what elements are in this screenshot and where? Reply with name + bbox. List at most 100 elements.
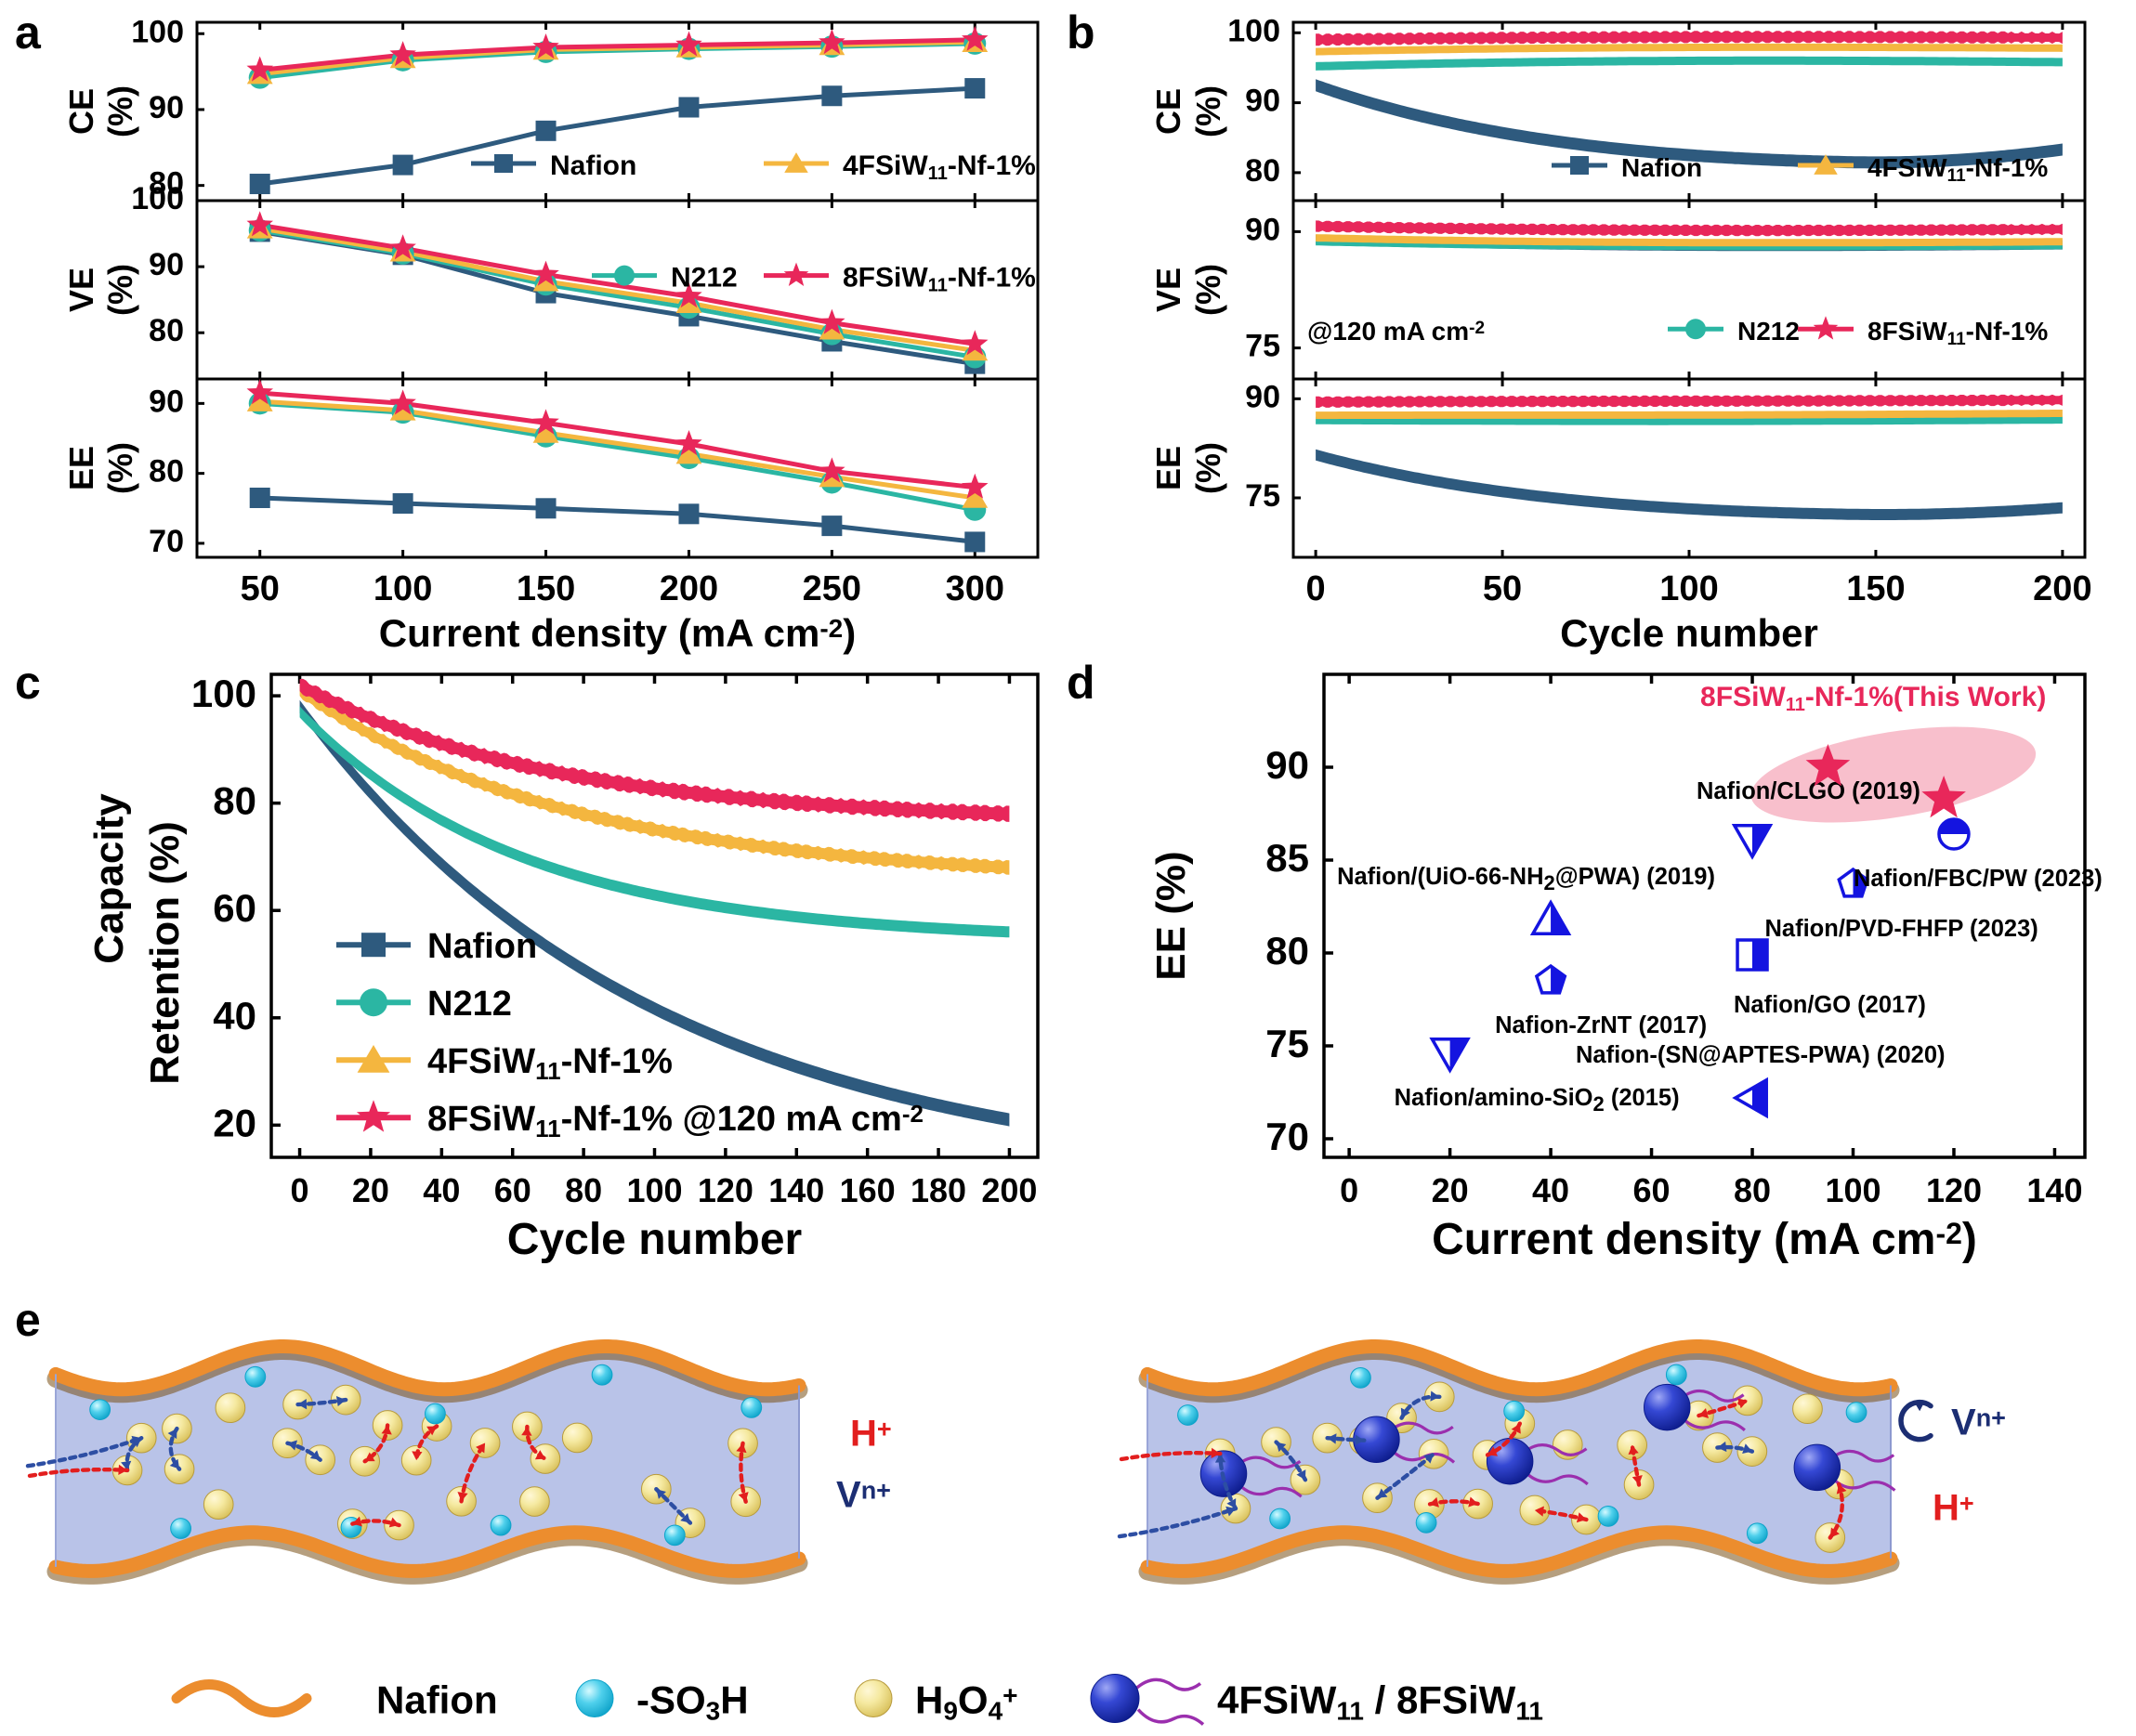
svg-text:Nafion: Nafion xyxy=(376,1678,498,1722)
svg-text:EE: EE xyxy=(62,446,100,490)
svg-text:8FSiW11-Nf-1%(This Work): 8FSiW11-Nf-1%(This Work) xyxy=(1700,682,2046,715)
svg-text:Retention (%): Retention (%) xyxy=(142,821,188,1085)
svg-text:80: 80 xyxy=(1245,153,1280,189)
svg-text:100: 100 xyxy=(131,15,184,49)
svg-text:H+: H+ xyxy=(850,1414,892,1455)
svg-text:Nafion-ZrNT (2017): Nafion-ZrNT (2017) xyxy=(1495,1012,1707,1038)
svg-text:N212: N212 xyxy=(427,985,512,1024)
svg-text:90: 90 xyxy=(1245,212,1280,247)
svg-text:@120 mA cm-2: @120 mA cm-2 xyxy=(1307,317,1485,346)
svg-text:EE: EE xyxy=(1149,446,1187,490)
svg-text:90: 90 xyxy=(1265,743,1309,787)
svg-text:4FSiW11 / 8FSiW11: 4FSiW11 / 8FSiW11 xyxy=(1217,1678,1543,1726)
svg-text:90: 90 xyxy=(1245,379,1280,414)
svg-text:H9O4+: H9O4+ xyxy=(915,1678,1018,1726)
svg-text:Nafion: Nafion xyxy=(427,927,537,966)
svg-text:80: 80 xyxy=(149,454,184,489)
svg-text:20: 20 xyxy=(352,1171,389,1209)
svg-text:80: 80 xyxy=(1734,1171,1771,1209)
svg-text:0: 0 xyxy=(1306,569,1326,608)
svg-text:160: 160 xyxy=(840,1171,896,1209)
svg-text:120: 120 xyxy=(698,1171,753,1209)
svg-text:180: 180 xyxy=(911,1171,966,1209)
svg-text:50: 50 xyxy=(241,569,280,608)
svg-text:90: 90 xyxy=(149,384,184,419)
svg-text:(%): (%) xyxy=(101,85,139,137)
svg-text:140: 140 xyxy=(2026,1171,2082,1209)
svg-text:(%): (%) xyxy=(101,264,139,316)
svg-text:Nafion-(SN@APTES-PWA) (2020): Nafion-(SN@APTES-PWA) (2020) xyxy=(1576,1042,1945,1068)
svg-text:(%): (%) xyxy=(101,442,139,494)
svg-text:EE (%): EE (%) xyxy=(1148,851,1194,980)
svg-text:80: 80 xyxy=(149,313,184,348)
svg-text:N212: N212 xyxy=(1737,317,1800,346)
svg-text:Nafion/FBC/PW (2023): Nafion/FBC/PW (2023) xyxy=(1854,866,2103,892)
svg-text:Nafion/amino-SiO2 (2015): Nafion/amino-SiO2 (2015) xyxy=(1395,1085,1680,1116)
svg-text:90: 90 xyxy=(1245,84,1280,119)
svg-text:VE: VE xyxy=(62,268,100,312)
svg-text:Nafion: Nafion xyxy=(550,150,636,181)
svg-text:40: 40 xyxy=(213,994,256,1038)
svg-text:Nafion/GO (2017): Nafion/GO (2017) xyxy=(1734,992,1926,1018)
svg-text:(%): (%) xyxy=(1189,442,1227,494)
svg-text:300: 300 xyxy=(946,569,1004,608)
svg-text:0: 0 xyxy=(1340,1171,1358,1209)
svg-text:50: 50 xyxy=(1483,569,1522,608)
svg-text:70: 70 xyxy=(1265,1115,1309,1158)
svg-text:Vn+: Vn+ xyxy=(1951,1403,2006,1443)
svg-text:90: 90 xyxy=(149,90,184,125)
svg-text:0: 0 xyxy=(291,1171,309,1209)
svg-text:80: 80 xyxy=(565,1171,602,1209)
svg-text:70: 70 xyxy=(149,524,184,559)
svg-text:N212: N212 xyxy=(671,263,738,294)
svg-text:CE: CE xyxy=(1149,88,1187,135)
svg-text:100: 100 xyxy=(1227,15,1280,48)
svg-text:100: 100 xyxy=(626,1171,682,1209)
svg-text:(%): (%) xyxy=(1189,85,1227,137)
svg-text:Cycle number: Cycle number xyxy=(507,1215,802,1264)
svg-text:Nafion/CLGO (2019): Nafion/CLGO (2019) xyxy=(1697,778,1920,804)
svg-text:8FSiW11-Nf-1%: 8FSiW11-Nf-1% xyxy=(1867,317,2048,349)
svg-text:150: 150 xyxy=(1846,569,1905,608)
svg-text:H+: H+ xyxy=(1933,1488,1974,1529)
svg-text:250: 250 xyxy=(803,569,861,608)
svg-text:Nafion: Nafion xyxy=(1621,153,1702,182)
svg-text:75: 75 xyxy=(1265,1022,1309,1065)
svg-text:4FSiW11-Nf-1%: 4FSiW11-Nf-1% xyxy=(427,1042,673,1085)
svg-text:20: 20 xyxy=(1432,1171,1469,1209)
svg-text:100: 100 xyxy=(1659,569,1718,608)
svg-text:40: 40 xyxy=(1532,1171,1569,1209)
svg-text:60: 60 xyxy=(213,886,256,930)
svg-text:8FSiW11-Nf-1%: 8FSiW11-Nf-1% xyxy=(843,263,1036,296)
svg-text:90: 90 xyxy=(149,247,184,282)
svg-text:150: 150 xyxy=(517,569,575,608)
svg-text:8FSiW11-Nf-1% @120 mA cm-2: 8FSiW11-Nf-1% @120 mA cm-2 xyxy=(427,1100,924,1142)
svg-text:75: 75 xyxy=(1245,329,1280,364)
svg-text:VE: VE xyxy=(1149,268,1187,312)
svg-text:200: 200 xyxy=(2033,569,2091,608)
svg-text:4FSiW11-Nf-1%: 4FSiW11-Nf-1% xyxy=(843,150,1036,184)
svg-text:75: 75 xyxy=(1245,478,1280,514)
svg-text:200: 200 xyxy=(660,569,718,608)
svg-text:Nafion/(UiO-66-NH2@PWA) (2019: Nafion/(UiO-66-NH2@PWA) (2019) xyxy=(1337,864,1715,894)
svg-text:Current density (mA cm-2): Current density (mA cm-2) xyxy=(379,611,856,655)
svg-text:40: 40 xyxy=(423,1171,460,1209)
svg-text:120: 120 xyxy=(1926,1171,1982,1209)
svg-text:Vn+: Vn+ xyxy=(836,1475,891,1516)
svg-text:200: 200 xyxy=(981,1171,1037,1209)
svg-text:20: 20 xyxy=(213,1101,256,1144)
svg-text:Current density (mA cm-2): Current density (mA cm-2) xyxy=(1432,1215,1977,1264)
svg-text:(%): (%) xyxy=(1189,264,1227,316)
svg-text:85: 85 xyxy=(1265,836,1309,880)
svg-text:-SO3H: -SO3H xyxy=(636,1678,749,1726)
svg-text:140: 140 xyxy=(768,1171,824,1209)
svg-text:CE: CE xyxy=(62,88,100,135)
svg-text:Cycle number: Cycle number xyxy=(1560,611,1818,655)
svg-text:60: 60 xyxy=(1633,1171,1671,1209)
svg-text:80: 80 xyxy=(1265,929,1309,972)
svg-text:100: 100 xyxy=(131,181,184,216)
svg-text:Capacity: Capacity xyxy=(86,793,132,964)
svg-text:Nafion/PVD-FHFP (2023): Nafion/PVD-FHFP (2023) xyxy=(1765,916,2038,942)
svg-text:100: 100 xyxy=(373,569,432,608)
svg-text:60: 60 xyxy=(494,1171,531,1209)
